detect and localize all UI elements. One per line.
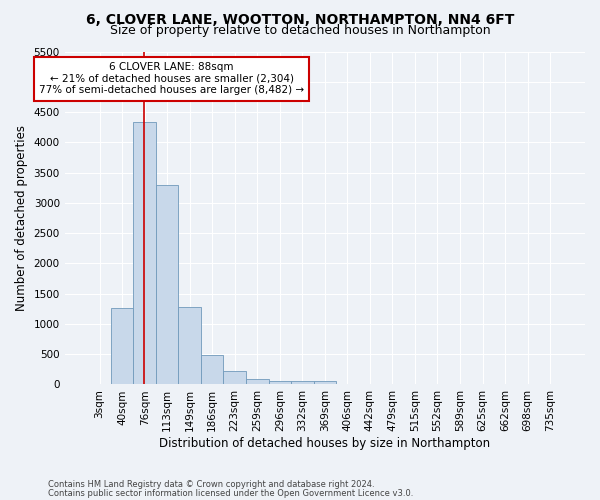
Text: 6, CLOVER LANE, WOOTTON, NORTHAMPTON, NN4 6FT: 6, CLOVER LANE, WOOTTON, NORTHAMPTON, NN… [86,12,514,26]
Bar [111,308,133,384]
Bar [314,382,336,384]
Y-axis label: Number of detached properties: Number of detached properties [15,125,28,311]
Bar [223,371,246,384]
Text: Size of property relative to detached houses in Northampton: Size of property relative to detached ho… [110,24,490,37]
Bar [269,380,291,384]
Bar [133,122,156,384]
Bar [156,184,178,384]
Bar [201,355,223,384]
Bar [246,379,269,384]
X-axis label: Distribution of detached houses by size in Northampton: Distribution of detached houses by size … [159,437,490,450]
Bar [291,381,314,384]
Bar [178,307,201,384]
Text: Contains HM Land Registry data © Crown copyright and database right 2024.: Contains HM Land Registry data © Crown c… [48,480,374,489]
Text: 6 CLOVER LANE: 88sqm
← 21% of detached houses are smaller (2,304)
77% of semi-de: 6 CLOVER LANE: 88sqm ← 21% of detached h… [39,62,304,96]
Text: Contains public sector information licensed under the Open Government Licence v3: Contains public sector information licen… [48,489,413,498]
